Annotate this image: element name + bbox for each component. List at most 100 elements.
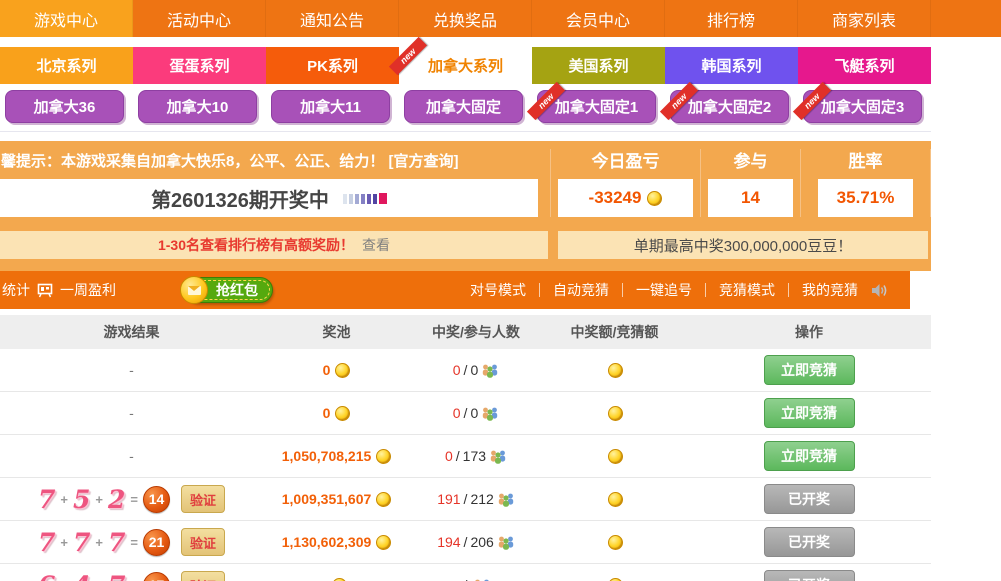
main-content: 北京系列 蛋蛋系列 PK系列 new 加拿大系列 美国系列 韩国系列 飞艇系列 …: [0, 36, 931, 581]
stats-link[interactable]: 统计: [2, 282, 30, 298]
top-nav: 游戏中心 活动中心 通知公告 兑换奖品 会员中心 排行榜 商家列表: [0, 0, 1001, 37]
winners-count: 194: [437, 534, 461, 550]
verify-button[interactable]: 验证: [180, 571, 225, 581]
red-packet-button[interactable]: 抢红包: [180, 276, 273, 304]
users-icon: [481, 363, 499, 378]
ranking-reward-notice: 1-30名查看排行榜有高额奖励！ 查看: [0, 231, 548, 259]
game-button-label: 加拿大固定3: [820, 99, 905, 116]
stat-label: 参与: [733, 152, 768, 171]
nav-item-activity-center[interactable]: 活动中心: [133, 0, 266, 37]
nav-item-member-center[interactable]: 会员中心: [532, 0, 665, 37]
table-row: - 1,050,708,215 0/173 立即竞猜: [0, 435, 931, 478]
game-button-label: 加拿大固定2: [687, 99, 772, 116]
info-panel: 馨提示：本游戏采集自加拿大快乐8，公平、公正、给力！ [官方查询] 第26013…: [0, 141, 931, 271]
game-button-canada-fixed1[interactable]: new 加拿大固定1: [526, 81, 656, 123]
series-tab-pk[interactable]: PK系列: [266, 47, 399, 84]
header-result: 游戏结果: [103, 324, 160, 340]
stat-label: 胜率: [848, 152, 883, 171]
series-tab-usa[interactable]: 美国系列: [532, 47, 665, 84]
users-icon: [481, 406, 499, 421]
nav-item-redeem-prizes[interactable]: 兑换奖品: [399, 0, 532, 37]
winners-count: 0: [452, 405, 461, 421]
game-tip: 馨提示：本游戏采集自加拿大快乐8，公平、公正、给力！ [官方查询]: [0, 149, 550, 179]
game-buttons-row: 加拿大36 加拿大10 加拿大11 加拿大固定 new 加拿大固定1 new 加…: [0, 81, 931, 132]
series-tab-dandan[interactable]: 蛋蛋系列: [133, 47, 266, 84]
verify-button[interactable]: 验证: [180, 485, 225, 513]
header-action: 操作: [795, 324, 823, 340]
winners-count: 0: [444, 448, 453, 464]
pool-amount: 1,130,602,309: [281, 534, 372, 550]
official-check-link[interactable]: [官方查询]: [388, 153, 459, 170]
divider: [788, 283, 789, 297]
draw-result-numbers: 7 +5 +2 = 14 验证: [38, 485, 225, 514]
header-prize: 中奖额/竞猜额: [570, 324, 659, 340]
coin-icon: [331, 577, 347, 581]
match-mode-link[interactable]: 对号模式: [470, 282, 526, 298]
users-icon: [473, 578, 491, 581]
game-button-canada11[interactable]: 加拿大11: [271, 90, 390, 123]
verify-button[interactable]: 验证: [180, 528, 225, 556]
drawn-button[interactable]: 已开奖: [763, 484, 855, 514]
bet-now-button[interactable]: 立即竞猜: [763, 398, 855, 428]
participants-count: 0: [470, 405, 479, 421]
stat-label: 今日盈亏: [591, 152, 660, 171]
coin-icon: [608, 577, 623, 581]
coin-icon: [335, 362, 351, 378]
pool-amount: 0: [322, 405, 331, 421]
series-tab-feiting[interactable]: 飞艇系列: [798, 47, 931, 84]
nav-item-rankings[interactable]: 排行榜: [665, 0, 798, 37]
coin-icon: [647, 190, 663, 206]
game-button-canada10[interactable]: 加拿大10: [138, 90, 257, 123]
participants-count: 0: [470, 362, 479, 378]
loading-bars-icon: [342, 192, 387, 204]
game-button-canada-fixed[interactable]: 加拿大固定: [404, 90, 523, 123]
series-tab-label: 加拿大系列: [427, 58, 503, 75]
game-button-canada36[interactable]: 加拿大36: [5, 90, 124, 123]
participants-count: 206: [470, 534, 494, 550]
coin-envelope-icon: [180, 276, 208, 304]
coin-icon: [608, 491, 623, 507]
series-tab-canada-selected[interactable]: new 加拿大系列: [388, 36, 532, 84]
series-tab-korea[interactable]: 韩国系列: [665, 47, 798, 84]
game-button-canada-fixed3[interactable]: new 加拿大固定3: [792, 81, 922, 123]
nav-item-merchant-list[interactable]: 商家列表: [798, 0, 931, 37]
stat-participation: 参与 14: [700, 149, 800, 217]
nav-item-announcements[interactable]: 通知公告: [266, 0, 399, 37]
draw-result-numbers: 6+4+7=17 验证: [38, 571, 225, 581]
divider: [622, 283, 623, 297]
table-header: 游戏结果 奖池 中奖/参与人数 中奖额/竞猜额 操作: [0, 315, 931, 349]
auto-guess-link[interactable]: 自动竞猜: [553, 282, 609, 298]
game-button-canada-fixed2[interactable]: new 加拿大固定2: [659, 81, 789, 123]
mode-toolbar: 统计 一周盈利 抢红包 对号模式 自动竞猜 一键追号: [0, 271, 910, 309]
nav-item-game-center[interactable]: 游戏中心: [0, 0, 133, 37]
bet-now-button[interactable]: 立即竞猜: [763, 355, 855, 385]
one-key-chase-link[interactable]: 一键追号: [636, 282, 692, 298]
stats-panel: 今日盈亏 -33249 参与 14 胜率 35.71%: [550, 149, 931, 217]
table-row: 7 +5 +2 = 14 验证 1,009,351,607 191/212 已开奖: [0, 478, 931, 521]
bet-now-button[interactable]: 立即竞猜: [763, 441, 855, 471]
weekly-profit-link[interactable]: 一周盈利: [60, 282, 116, 298]
header-people: 中奖/参与人数: [432, 324, 520, 340]
guess-mode-link[interactable]: 竞猜模式: [719, 282, 775, 298]
divider: [705, 283, 706, 297]
sum-badge: 21: [142, 528, 170, 556]
max-prize-notice: 单期最高中奖300,000,000豆豆！: [558, 231, 928, 259]
series-tabs: 北京系列 蛋蛋系列 PK系列 new 加拿大系列 美国系列 韩国系列 飞艇系列: [0, 36, 931, 84]
table-row: - 0 0/0 立即竞猜: [0, 349, 931, 392]
speaker-icon[interactable]: [871, 283, 888, 298]
current-draw-status: 第2601326期开奖中: [0, 179, 538, 217]
drawn-button[interactable]: 已开奖: [763, 527, 855, 557]
stat-value: -33249: [558, 179, 693, 217]
sum-badge: 17: [142, 571, 170, 581]
result-placeholder: -: [129, 362, 134, 378]
drawn-button[interactable]: 已开奖: [763, 570, 855, 581]
draw-result-numbers: 7 +7 +7 = 21 验证: [38, 528, 225, 557]
stat-value: 14: [708, 179, 793, 217]
winners-count: 0: [452, 362, 461, 378]
game-button-label: 加拿大固定1: [554, 99, 639, 116]
coin-icon: [335, 405, 351, 421]
view-link[interactable]: 查看: [362, 237, 391, 253]
my-guesses-link[interactable]: 我的竞猜: [802, 282, 858, 298]
users-icon: [489, 449, 507, 464]
series-tab-beijing[interactable]: 北京系列: [0, 47, 133, 84]
